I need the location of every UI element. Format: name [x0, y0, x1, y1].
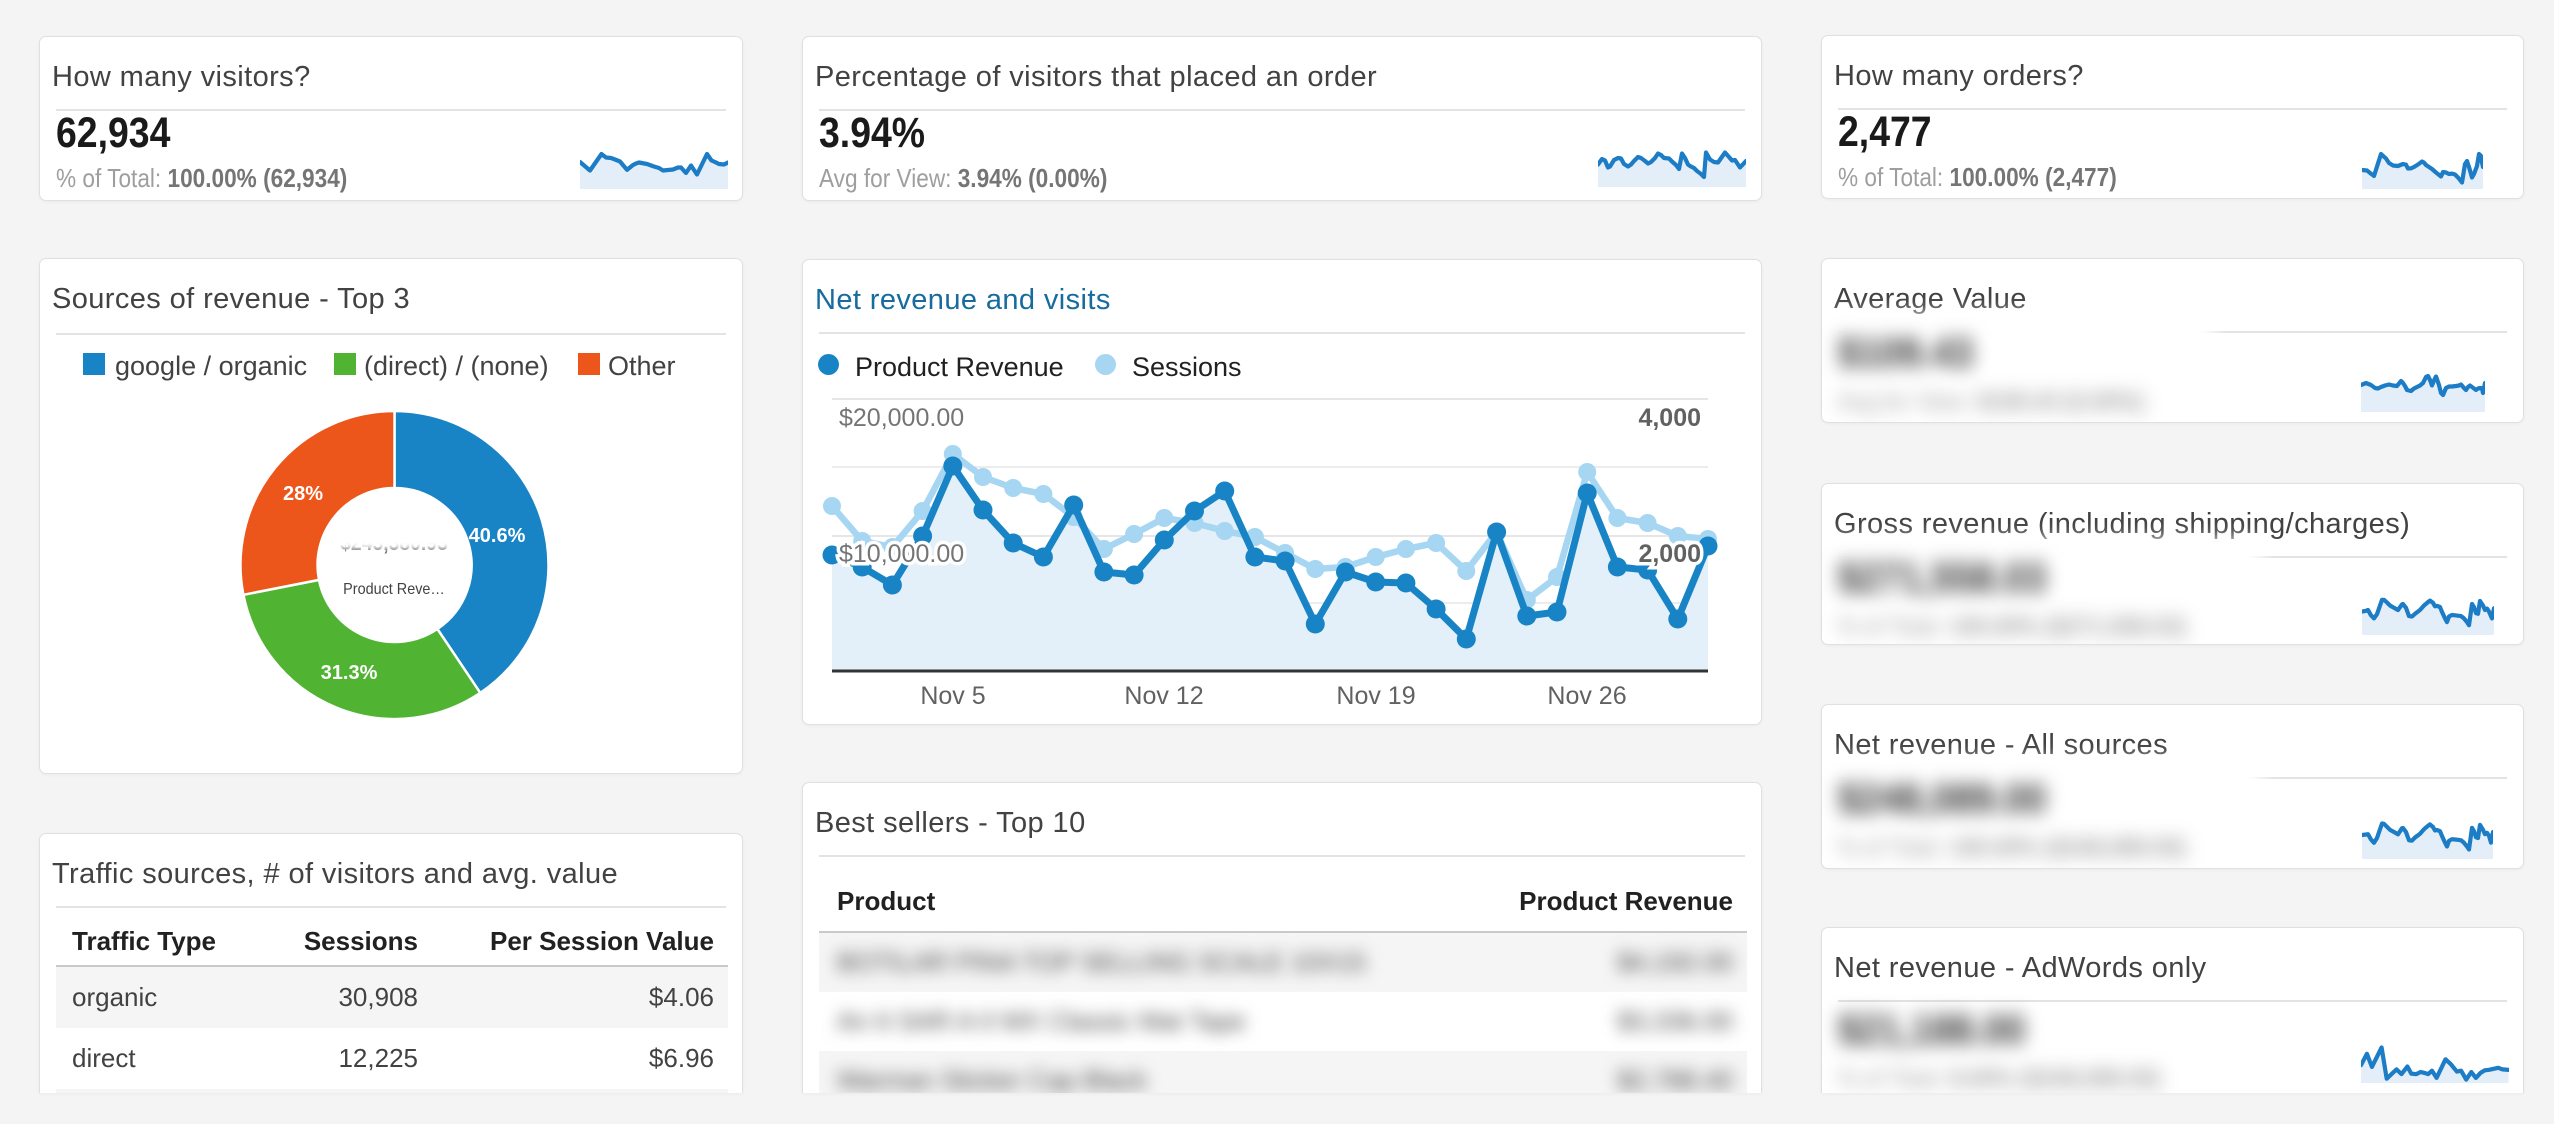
- svg-text:Nov 26: Nov 26: [1547, 682, 1626, 710]
- svg-text:$20,000.00: $20,000.00: [839, 404, 964, 432]
- svg-text:40.6%: 40.6%: [469, 525, 526, 547]
- svg-text:Nov 12: Nov 12: [1124, 682, 1203, 710]
- svg-text:2,000: 2,000: [1638, 540, 1701, 568]
- svg-text:$10,000.00: $10,000.00: [839, 540, 964, 568]
- svg-text:31.3%: 31.3%: [321, 662, 378, 684]
- svg-text:28%: 28%: [283, 483, 323, 505]
- svg-text:Nov 5: Nov 5: [920, 682, 985, 710]
- svg-text:4,000: 4,000: [1638, 404, 1701, 432]
- svg-text:Nov 19: Nov 19: [1336, 682, 1415, 710]
